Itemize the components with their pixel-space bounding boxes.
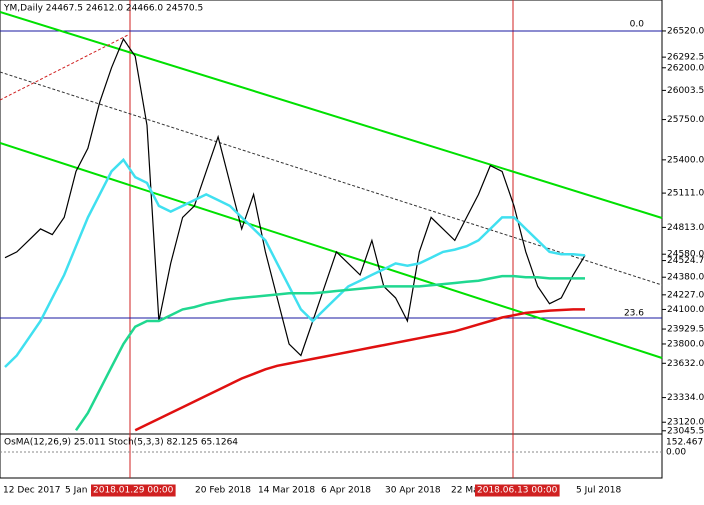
fib-label: 23.6: [624, 309, 644, 319]
series-line: [134, 308, 585, 432]
plot-frame: [0, 0, 663, 479]
fib-label: 0.0: [630, 20, 645, 30]
fib-base: [0, 34, 129, 101]
y-tick-label: 24227.0: [667, 290, 704, 300]
y-tick-label: 25750.0: [667, 115, 704, 125]
x-tick-label: 20 Feb 2018: [195, 486, 251, 496]
y-tick-label: 24100.0: [667, 305, 704, 315]
y-tick-label: 24580.0: [667, 250, 704, 260]
y-tick-label: 23334.0: [667, 393, 704, 403]
x-tick-label: 6 Apr 2018: [321, 486, 371, 496]
series-line: [74, 274, 585, 432]
y-tick-label: 23045.5: [667, 426, 704, 436]
y-tick-label: 24813.0: [667, 223, 704, 233]
x-tick-label: 2018.01.29 00:00: [93, 486, 174, 496]
x-label-box: [91, 484, 176, 497]
trend-line: [0, 11, 663, 219]
y-tick-label: 24380.0: [667, 273, 704, 283]
x-tick-label: 2018.06.13 00:00: [477, 486, 558, 496]
y-tick-label: 26292.5: [667, 53, 704, 63]
ind-tick: 152.467: [666, 438, 703, 448]
y-tick-label: 26200.0: [667, 63, 704, 73]
series-line: [4, 157, 586, 368]
y-tick-label: 25400.0: [667, 155, 704, 165]
y-tick-label: 23800.0: [667, 339, 704, 349]
y-tick-label: 24524.7: [667, 256, 704, 266]
y-tick-label: 23929.5: [667, 325, 704, 335]
y-tick-label: 25111.0: [667, 189, 704, 199]
ind-tick: 0.00: [666, 448, 686, 458]
x-tick-label: 5 Jul 2018: [576, 486, 621, 496]
trend-line: [0, 142, 663, 359]
x-tick-label: 14 Mar 2018: [258, 486, 315, 496]
x-tick-label: 12 Dec 2017: [3, 486, 61, 496]
x-label-box: [475, 484, 560, 497]
header: YM,Daily 24467.5 24612.0 24466.0 24570.5: [3, 4, 203, 14]
trend-line: [0, 71, 663, 286]
x-tick-label: 5 Jan 2018: [65, 486, 113, 496]
series-line: [4, 37, 586, 357]
x-tick-label: 30 Apr 2018: [385, 486, 441, 496]
y-tick-label: 23632.0: [667, 359, 704, 369]
y-tick-label: 26520.0: [667, 26, 704, 36]
x-tick-label: 22 Ma: [451, 486, 479, 496]
y-tick-label: 26003.5: [667, 86, 704, 96]
indicator-label: OsMA(12,26,9) 25.011 Stoch(5,3,3) 82.125…: [4, 438, 238, 448]
y-tick-label: 23120.0: [667, 418, 704, 428]
